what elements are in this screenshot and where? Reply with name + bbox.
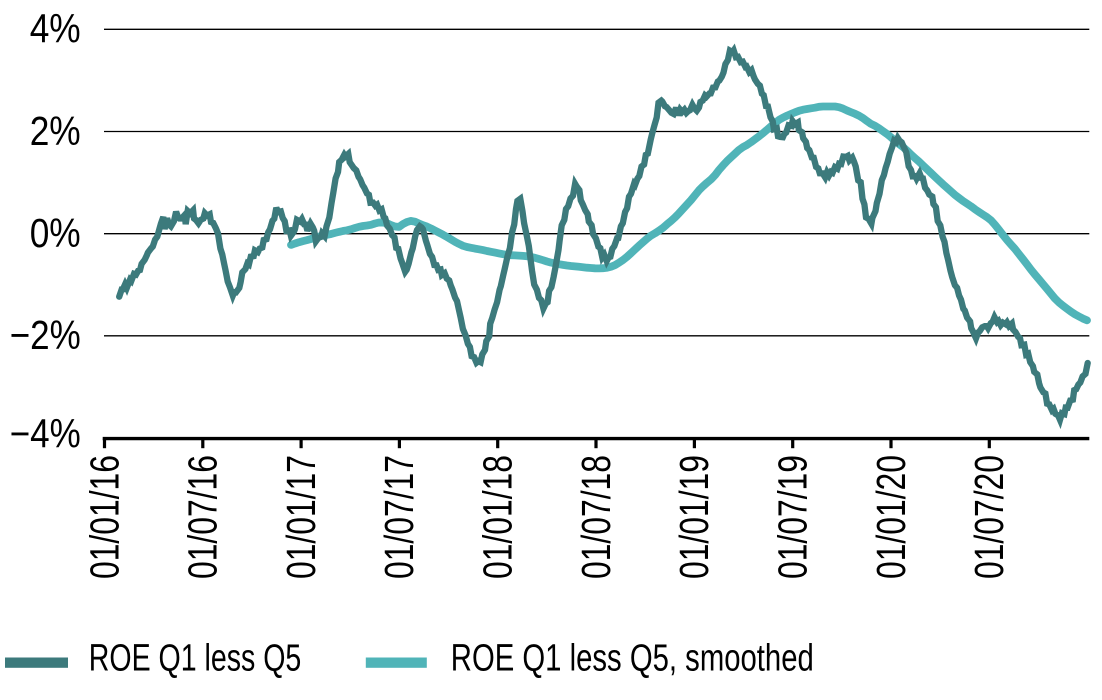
svg-text:2%: 2% bbox=[30, 108, 81, 154]
svg-text:01/07/17: 01/07/17 bbox=[376, 455, 422, 579]
svg-text:01/01/20: 01/01/20 bbox=[868, 455, 914, 579]
svg-text:ROE Q1 less Q5, smoothed: ROE Q1 less Q5, smoothed bbox=[451, 638, 814, 680]
svg-text:−4%: −4% bbox=[10, 411, 81, 457]
svg-text:01/07/19: 01/07/19 bbox=[770, 455, 816, 579]
svg-text:01/01/17: 01/01/17 bbox=[278, 455, 324, 579]
svg-text:01/07/16: 01/07/16 bbox=[180, 455, 226, 579]
svg-text:01/01/19: 01/01/19 bbox=[671, 455, 717, 579]
svg-text:01/07/20: 01/07/20 bbox=[966, 455, 1012, 579]
svg-text:4%: 4% bbox=[30, 6, 81, 52]
svg-text:01/01/16: 01/01/16 bbox=[81, 455, 127, 579]
svg-text:01/07/18: 01/07/18 bbox=[573, 455, 619, 579]
svg-text:ROE Q1 less Q5: ROE Q1 less Q5 bbox=[89, 638, 301, 680]
svg-text:01/01/18: 01/01/18 bbox=[475, 455, 521, 579]
svg-text:0%: 0% bbox=[30, 210, 81, 256]
svg-text:−2%: −2% bbox=[10, 312, 81, 358]
